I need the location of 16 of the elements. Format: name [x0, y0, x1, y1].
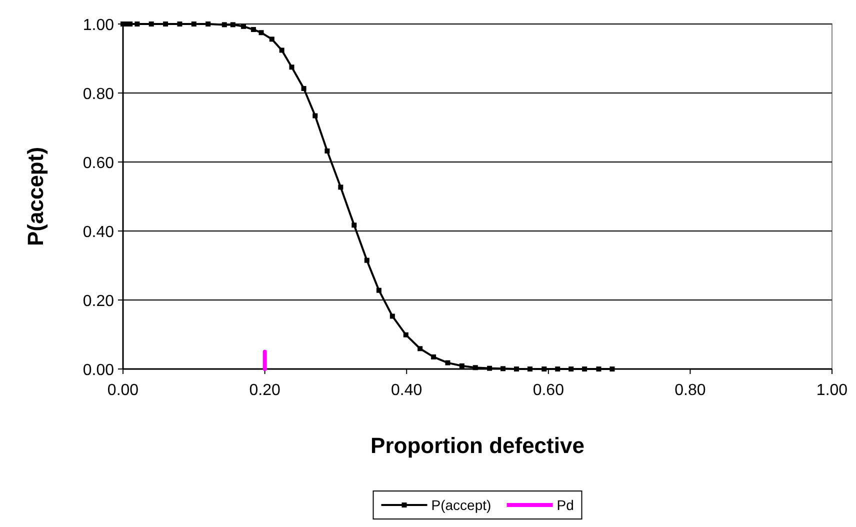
y-tick-label: 1.00 [82, 17, 114, 34]
y-tick-label: 0.00 [82, 362, 114, 379]
x-axis-title: Proportion defective [370, 433, 584, 458]
x-tick-label: 0.00 [107, 382, 139, 399]
y-tick-label: 0.60 [82, 155, 114, 172]
x-tick-label: 1.00 [816, 382, 848, 399]
x-tick-label: 0.40 [391, 382, 422, 399]
x-tick-label: 0.20 [249, 382, 280, 399]
y-axis-title: P(accept) [23, 146, 48, 246]
y-tick-label: 0.40 [82, 224, 114, 241]
legend-label: P(accept) [431, 497, 492, 513]
x-tick-label: 0.80 [674, 382, 706, 399]
y-tick-label: 0.80 [82, 86, 114, 103]
x-tick-label: 0.60 [532, 382, 564, 399]
y-tick-label: 0.20 [82, 293, 114, 310]
legend-label: Pd [556, 497, 574, 513]
